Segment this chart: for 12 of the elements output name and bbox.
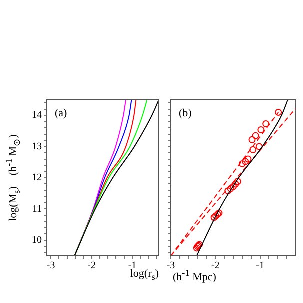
annotation: (b) bbox=[179, 107, 192, 120]
x-tick-label: -3 bbox=[166, 260, 176, 272]
y-tick-label: 11 bbox=[32, 204, 42, 215]
x-tick-label: -3 bbox=[46, 260, 56, 272]
y-tick-label: 14 bbox=[32, 110, 42, 122]
y-tick-label: 13 bbox=[32, 141, 42, 152]
annotation: (a) bbox=[55, 107, 68, 120]
x-axis-title: log(r$_{s}$) bbox=[130, 268, 159, 282]
y-tick-label: 10 bbox=[32, 235, 42, 246]
y-tick-label: 12 bbox=[32, 172, 42, 184]
x-tick-label: -1 bbox=[256, 260, 264, 272]
x-tick-label: -2 bbox=[88, 260, 96, 272]
